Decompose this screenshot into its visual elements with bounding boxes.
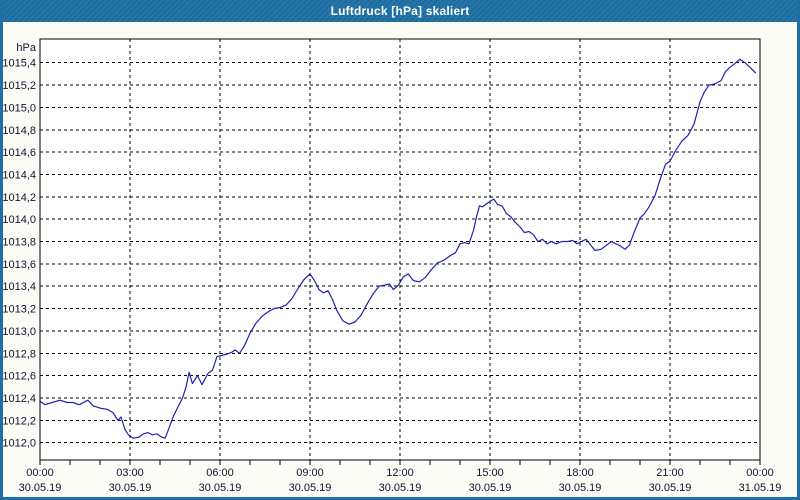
y-tick-label: 1014,2 <box>3 192 36 204</box>
plot-border <box>39 38 761 461</box>
x-tick-date-label: 30.05.19 <box>379 482 422 494</box>
y-tick-label: 1012,4 <box>3 393 36 405</box>
window-title: Luftdruck [hPa] skaliert <box>330 4 470 18</box>
y-tick-label: 1013,2 <box>3 304 36 316</box>
y-tick-label: 1014,8 <box>3 125 36 137</box>
y-tick-label: 1013,8 <box>3 237 36 249</box>
y-tick-label: 1012,0 <box>3 438 36 450</box>
y-tick-label: 1014,6 <box>3 147 36 159</box>
x-tick-time-label: 03:00 <box>116 467 144 479</box>
y-tick-label: 1012,6 <box>3 371 36 383</box>
y-tick-label: 1015,2 <box>3 80 36 92</box>
x-tick-time-label: 00:00 <box>26 467 54 479</box>
x-tick-date-label: 30.05.19 <box>199 482 242 494</box>
x-tick-time-label: 12:00 <box>386 467 414 479</box>
x-tick-date-label: 30.05.19 <box>649 482 692 494</box>
y-tick-label: 1012,2 <box>3 415 36 427</box>
y-tick-label: 1014,0 <box>3 214 36 226</box>
chart-area: 1012,0 1012,2 1012,4 1012,6 1012,8 1013,0 1013… <box>3 22 797 497</box>
pressure-line-chart: 1012,0 1012,2 1012,4 1012,6 1012,8 1013,0 1013… <box>3 38 782 494</box>
pressure-series-line <box>39 58 757 439</box>
y-tick-label: 1014,4 <box>3 169 36 181</box>
y-axis-unit-label: hPa <box>16 42 36 54</box>
y-tick-label: 1015,0 <box>3 102 36 114</box>
x-tick-time-label: 18:00 <box>566 467 594 479</box>
y-tick-label: 1012,8 <box>3 348 36 360</box>
x-tick-time-label: 15:00 <box>476 467 504 479</box>
x-tick-time-label: 09:00 <box>296 467 324 479</box>
x-tick-time-label: 06:00 <box>206 467 234 479</box>
y-tick-label: 1015,4 <box>3 58 36 70</box>
x-tick-date-label: 30.05.19 <box>559 482 602 494</box>
y-tick-label: 1013,4 <box>3 281 36 293</box>
x-tick-date-label: 30.05.19 <box>19 482 62 494</box>
x-tick-date-label: 31.05.19 <box>739 482 782 494</box>
x-tick-date-label: 30.05.19 <box>469 482 512 494</box>
y-tick-label: 1013,6 <box>3 259 36 271</box>
x-tick-time-label: 00:00 <box>746 467 774 479</box>
x-tick-time-label: 21:00 <box>656 467 684 479</box>
y-tick-label: 1013,0 <box>3 326 36 338</box>
window-titlebar[interactable]: Luftdruck [hPa] skaliert <box>3 0 797 22</box>
x-tick-date-label: 30.05.19 <box>109 482 152 494</box>
x-tick-date-label: 30.05.19 <box>289 482 332 494</box>
